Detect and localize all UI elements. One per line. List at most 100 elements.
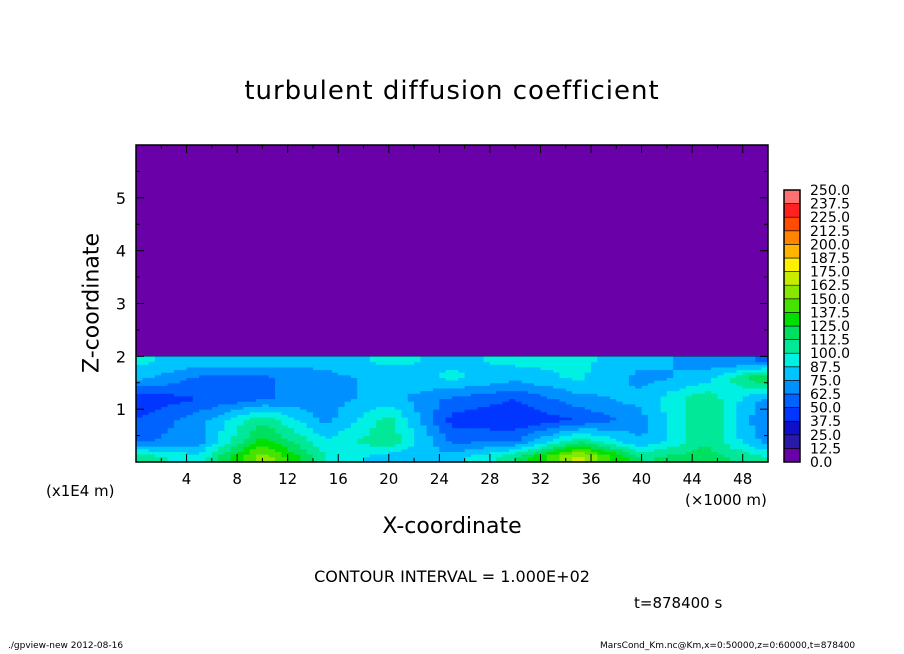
heatmap-cell xyxy=(704,456,712,460)
heatmap-cell xyxy=(256,454,263,458)
heatmap-cell xyxy=(698,385,706,389)
heatmap-cell xyxy=(755,380,763,384)
heatmap-cell xyxy=(464,446,472,450)
heatmap-cell xyxy=(654,443,662,447)
heatmap-cell xyxy=(148,417,156,421)
heatmap-cell xyxy=(395,382,402,386)
heatmap-cell xyxy=(635,380,643,384)
heatmap-cell xyxy=(540,406,548,410)
colorbar-label: 75.0 xyxy=(810,373,841,389)
heatmap-cell xyxy=(211,446,219,450)
heatmap-cell xyxy=(578,393,586,397)
heatmap-cell xyxy=(540,382,548,386)
heatmap-cell xyxy=(414,454,421,458)
heatmap-cell xyxy=(496,451,504,455)
heatmap-cell xyxy=(603,427,611,431)
heatmap-cell xyxy=(142,356,150,360)
heatmap-cell xyxy=(622,356,630,360)
heatmap-cell xyxy=(730,432,737,437)
heatmap-cell xyxy=(641,456,649,460)
heatmap-cell xyxy=(508,411,516,415)
heatmap-cell xyxy=(540,422,548,426)
heatmap-cell xyxy=(407,411,415,415)
heatmap-cell xyxy=(243,372,251,376)
heatmap-cell xyxy=(647,401,655,405)
heatmap-cell xyxy=(426,417,434,421)
heatmap-cell xyxy=(369,385,377,389)
heatmap-cell xyxy=(439,422,447,426)
heatmap-cell xyxy=(426,448,434,452)
heatmap-cell xyxy=(199,435,207,439)
heatmap-cell xyxy=(382,451,390,455)
heatmap-cell xyxy=(666,456,674,460)
heatmap-cell xyxy=(433,385,440,389)
heatmap-cell xyxy=(502,403,510,408)
heatmap-cell xyxy=(723,411,731,415)
time-label: t=878400 s xyxy=(634,594,723,612)
heatmap-cell xyxy=(199,358,207,363)
heatmap-cell xyxy=(755,364,763,368)
heatmap-cell xyxy=(395,390,402,394)
heatmap-cell xyxy=(161,369,169,373)
heatmap-cell xyxy=(546,393,554,397)
heatmap-cell xyxy=(502,414,510,418)
heatmap-cell xyxy=(136,411,143,415)
heatmap-cell xyxy=(275,417,282,421)
heatmap-cell xyxy=(647,454,655,458)
heatmap-cell xyxy=(275,427,282,431)
heatmap-cell xyxy=(350,374,358,378)
heatmap-cell xyxy=(496,438,504,442)
heatmap-cell xyxy=(685,358,693,363)
heatmap-cell xyxy=(287,432,295,437)
heatmap-cell xyxy=(711,388,718,392)
heatmap-cell xyxy=(679,361,687,365)
heatmap-cell xyxy=(433,395,440,400)
heatmap-cell xyxy=(306,358,314,363)
heatmap-cell xyxy=(723,406,731,410)
colorbar-label: 37.5 xyxy=(810,414,841,430)
heatmap-cell xyxy=(565,372,573,376)
heatmap-cell xyxy=(167,411,175,415)
heatmap-cell xyxy=(192,440,200,445)
heatmap-cell xyxy=(723,425,731,429)
heatmap-cell xyxy=(749,456,756,460)
heatmap-cell xyxy=(414,364,421,368)
heatmap-cell xyxy=(591,395,598,400)
heatmap-cell xyxy=(186,417,194,421)
heatmap-cell xyxy=(388,364,396,368)
heatmap-cell xyxy=(325,448,333,452)
heatmap-cell xyxy=(224,446,232,450)
heatmap-cell xyxy=(167,374,175,378)
heatmap-cell xyxy=(161,419,169,423)
heatmap-cell xyxy=(331,377,339,381)
heatmap-cell xyxy=(281,356,289,360)
heatmap-cell xyxy=(584,374,592,378)
heatmap-cell xyxy=(610,406,617,410)
heatmap-cell xyxy=(660,366,668,371)
heatmap-cell xyxy=(439,398,447,402)
heatmap-cell xyxy=(167,438,175,442)
heatmap-cell xyxy=(275,448,282,452)
heatmap-cell xyxy=(230,380,238,384)
heatmap-cell xyxy=(180,374,188,378)
heatmap-cell xyxy=(736,361,744,365)
heatmap-cell xyxy=(723,395,731,400)
heatmap-cell xyxy=(388,377,396,381)
heatmap-cell xyxy=(167,459,175,463)
heatmap-cell xyxy=(136,427,143,431)
heatmap-cell xyxy=(578,451,586,455)
heatmap-cell xyxy=(268,390,276,394)
heatmap-cell xyxy=(527,427,535,431)
heatmap-cell xyxy=(521,459,529,463)
heatmap-cell xyxy=(439,411,447,415)
heatmap-cell xyxy=(199,446,207,450)
heatmap-cell xyxy=(666,403,674,408)
heatmap-cell xyxy=(350,440,358,445)
heatmap-cell xyxy=(382,388,390,392)
heatmap-cell xyxy=(578,417,586,421)
heatmap-cell xyxy=(698,440,706,445)
heatmap-cell xyxy=(572,398,579,402)
heatmap-cell xyxy=(224,403,232,408)
heatmap-cell xyxy=(692,451,699,455)
heatmap-cell xyxy=(610,398,617,402)
